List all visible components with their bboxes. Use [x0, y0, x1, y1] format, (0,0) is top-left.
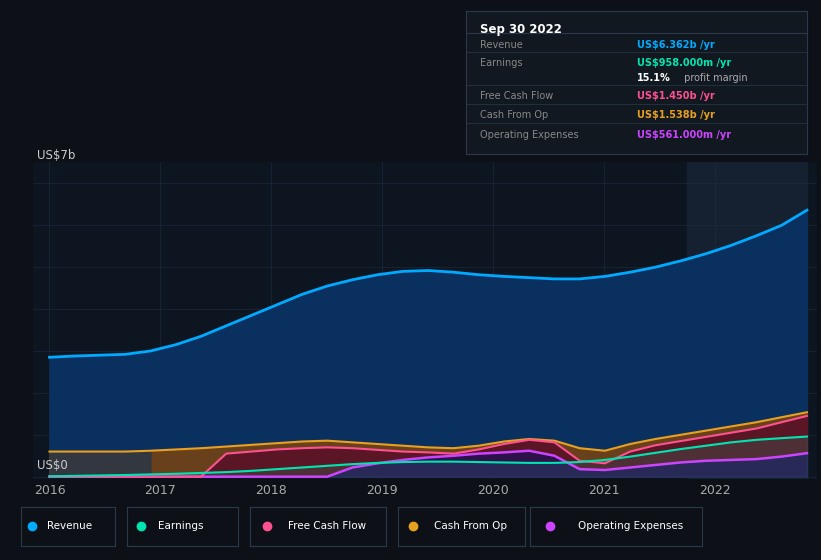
Text: US$6.362b /yr: US$6.362b /yr: [637, 40, 714, 50]
Text: Earnings: Earnings: [158, 521, 204, 531]
Text: US$1.538b /yr: US$1.538b /yr: [637, 110, 714, 120]
Bar: [687, 162, 807, 479]
Text: Free Cash Flow: Free Cash Flow: [480, 91, 553, 101]
Text: US$958.000m /yr: US$958.000m /yr: [637, 58, 731, 68]
Text: Cash From Op: Cash From Op: [480, 110, 548, 120]
Text: Free Cash Flow: Free Cash Flow: [288, 521, 366, 531]
Text: Operating Expenses: Operating Expenses: [578, 521, 683, 531]
Text: Operating Expenses: Operating Expenses: [480, 130, 579, 140]
Text: Revenue: Revenue: [47, 521, 92, 531]
Text: 15.1%: 15.1%: [637, 73, 671, 83]
Text: profit margin: profit margin: [681, 73, 748, 83]
Text: US$0: US$0: [37, 459, 67, 473]
Text: Cash From Op: Cash From Op: [433, 521, 507, 531]
Text: Sep 30 2022: Sep 30 2022: [480, 22, 562, 36]
Text: US$7b: US$7b: [37, 150, 76, 162]
Text: US$561.000m /yr: US$561.000m /yr: [637, 130, 731, 140]
Text: US$1.450b /yr: US$1.450b /yr: [637, 91, 714, 101]
Text: Revenue: Revenue: [480, 40, 523, 50]
Text: Earnings: Earnings: [480, 58, 522, 68]
